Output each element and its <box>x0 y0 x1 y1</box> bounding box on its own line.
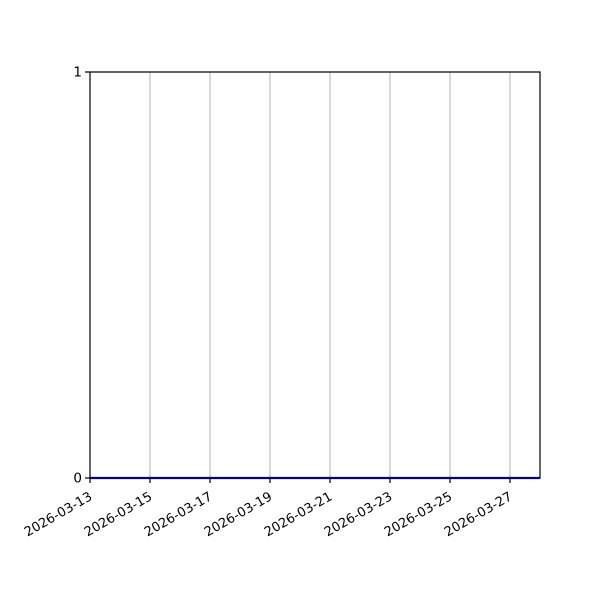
plot-area <box>90 72 540 478</box>
y-axis-tick-label: 1 <box>73 65 82 81</box>
y-axis-tick-label: 0 <box>73 471 82 487</box>
